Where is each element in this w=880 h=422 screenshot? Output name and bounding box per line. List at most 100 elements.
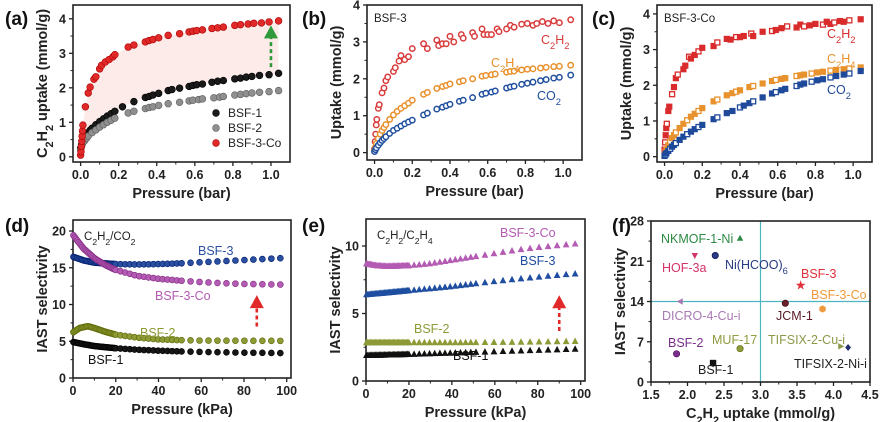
data-point	[382, 121, 390, 129]
x-tick-label: 0.8	[807, 168, 824, 182]
data-point	[550, 17, 558, 25]
data-point	[499, 347, 507, 355]
data-point	[833, 72, 840, 80]
x-tick-label: 20	[109, 384, 123, 398]
data-point	[490, 249, 498, 257]
data-point	[526, 338, 534, 345]
point-label: JCM-1	[776, 309, 813, 323]
data-point	[517, 338, 525, 345]
data-point	[537, 77, 544, 85]
data-point	[250, 280, 257, 288]
data-point	[772, 76, 779, 84]
x-tick-label: 0.2	[694, 168, 711, 182]
y-axis-title: IAST selectivity	[328, 246, 344, 353]
y-tick-label: 0	[353, 146, 360, 160]
data-point	[666, 103, 673, 110]
data-point	[814, 77, 821, 84]
y-tick-label: 1	[643, 114, 650, 128]
data-point	[457, 281, 464, 289]
data-point	[446, 349, 454, 356]
data-point	[111, 107, 119, 115]
legend-marker	[212, 124, 220, 132]
data-point	[384, 73, 392, 81]
data-point	[446, 80, 454, 88]
data-point	[459, 96, 467, 104]
data-point	[405, 261, 413, 269]
text-part: Ni(HCOO)	[725, 258, 783, 272]
data-point	[214, 337, 221, 344]
data-point	[175, 29, 184, 38]
data-point	[482, 89, 490, 97]
data-point	[797, 72, 804, 79]
point-label: NKMOF-1-Ni	[661, 232, 733, 246]
data-point	[542, 76, 550, 83]
plot-frame	[72, 4, 291, 163]
series-bsf-3	[363, 269, 579, 298]
y-axis-title: Uptake (mmol/g)	[329, 26, 345, 140]
data-point	[814, 69, 821, 76]
arrow-head-icon	[552, 295, 567, 309]
subscript: 4	[514, 64, 519, 74]
data-point	[395, 57, 403, 65]
data-point	[250, 256, 257, 263]
data-point	[691, 110, 698, 117]
series-label-c2h2: C2H2	[541, 33, 570, 51]
point-tifsix-2-cu-i: TIFSIX-2-Cu-i	[768, 333, 845, 350]
text-part: C	[827, 52, 836, 66]
point-muf-17: MUF-17	[712, 333, 757, 353]
data-point	[469, 75, 477, 83]
data-point	[462, 338, 470, 346]
data-point	[130, 41, 138, 49]
data-point	[274, 17, 283, 25]
data-point	[187, 337, 194, 344]
data-point	[462, 281, 470, 288]
data-point	[488, 31, 495, 38]
data-point	[517, 347, 525, 354]
data-point	[845, 343, 851, 352]
data-point	[797, 81, 804, 88]
subscript: 2	[398, 236, 403, 246]
data-point	[250, 19, 258, 27]
y-tick-label: 14	[630, 295, 644, 309]
data-point	[518, 80, 526, 88]
data-point	[431, 338, 439, 346]
text-part: H	[841, 27, 850, 41]
data-point	[797, 21, 804, 28]
data-point	[746, 100, 753, 107]
data-point	[241, 280, 248, 288]
data-point	[265, 71, 273, 79]
data-point	[459, 77, 467, 85]
data-point	[467, 253, 475, 260]
data-point	[250, 337, 257, 345]
data-point	[553, 271, 561, 278]
data-point	[397, 52, 405, 60]
data-point	[674, 71, 681, 78]
data-point	[205, 258, 212, 266]
data-point	[665, 142, 672, 149]
data-point	[467, 338, 475, 346]
data-point	[783, 23, 791, 30]
data-point	[490, 347, 498, 355]
y-tick-label: 15	[52, 261, 66, 275]
data-point	[823, 18, 830, 25]
data-point	[508, 338, 516, 345]
data-point	[111, 114, 119, 122]
point-label: BSF-1	[698, 363, 733, 377]
y-tick-label: 0	[352, 375, 359, 389]
point-bsf-3: BSF-3	[795, 267, 836, 290]
subscript: 2	[131, 237, 136, 247]
data-point	[684, 117, 691, 124]
data-point	[750, 98, 757, 105]
text-part: CO	[537, 89, 556, 103]
data-point	[111, 50, 119, 59]
data-point	[562, 345, 570, 353]
subscript: 2	[846, 91, 851, 101]
y-tick-label: 4	[59, 12, 66, 26]
point-ni-hcoo-6: Ni(HCOO)6	[711, 252, 788, 276]
text-part: H	[702, 406, 712, 422]
data-point	[175, 84, 184, 92]
x-tick-label: 0.8	[224, 168, 241, 182]
data-point	[518, 66, 526, 74]
data-point	[446, 282, 454, 290]
data-point	[415, 285, 423, 293]
